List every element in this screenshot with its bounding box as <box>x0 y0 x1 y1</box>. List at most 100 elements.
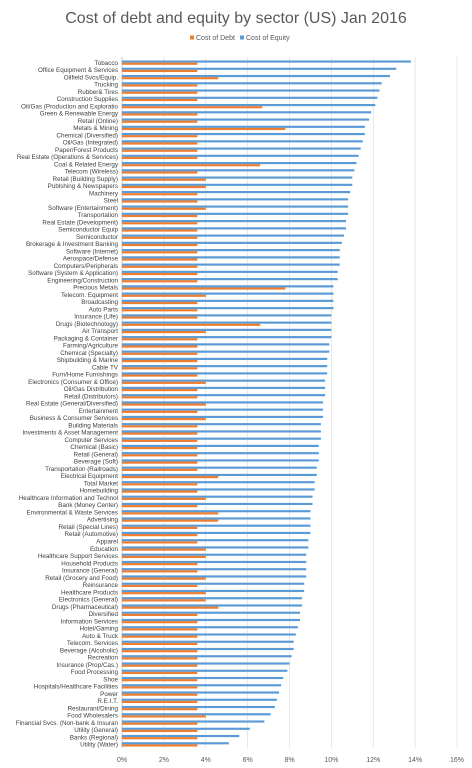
category-label: Retail (Distributors) <box>64 393 118 400</box>
category-label: Semiconductor <box>76 234 118 241</box>
bar-debt <box>122 272 198 276</box>
category-label: Beverage (Soft) <box>74 459 118 466</box>
category-label: Retail (Building Supply) <box>53 176 118 183</box>
category-label: Farming/Agriculture <box>63 343 118 350</box>
bar-equity <box>122 67 397 70</box>
bar-equity <box>122 647 294 651</box>
bar-equity <box>122 720 265 723</box>
bar-equity <box>122 401 323 404</box>
bar-debt <box>122 512 219 515</box>
bar-equity <box>122 343 330 346</box>
category-label: Recreation <box>88 655 119 662</box>
bar-debt <box>122 548 206 551</box>
bar-equity <box>122 618 300 622</box>
category-label: Reinsurance <box>83 582 119 589</box>
bar-debt <box>122 251 198 254</box>
bar-equity <box>122 234 344 237</box>
category-label: Semiconductor Equip <box>58 227 118 234</box>
bar-equity <box>122 241 342 244</box>
category-label: Retail (Online) <box>78 118 118 125</box>
bars <box>122 60 411 747</box>
bar-equity <box>122 531 311 535</box>
bar-equity <box>122 379 326 382</box>
x-tick-label: 14% <box>408 757 422 764</box>
bar-equity <box>122 589 305 593</box>
bar-equity <box>122 524 311 527</box>
bar-debt <box>122 135 198 138</box>
category-label: Building Materials <box>68 422 118 429</box>
bar-debt <box>122 686 198 689</box>
category-label: Broadcasting <box>81 299 118 306</box>
bar-equity <box>122 205 349 208</box>
bar-equity <box>122 140 363 143</box>
category-label: Computers/Peripherals <box>54 263 118 270</box>
bar-equity <box>122 575 307 578</box>
bar-equity <box>122 314 332 317</box>
category-label: Publshing & Newspapers <box>48 183 118 190</box>
bar-equity <box>122 423 321 426</box>
bar-equity <box>122 669 288 672</box>
category-label: Steel <box>104 198 118 205</box>
x-tick-label: 6% <box>243 757 253 764</box>
category-label: Brokerage & Investment Banking <box>26 241 119 248</box>
category-label: Software (Internet) <box>66 248 118 255</box>
bar-debt <box>122 287 286 290</box>
category-label: Investments & Asset Management <box>22 430 118 437</box>
bar-debt <box>122 294 206 297</box>
category-label: Retail (Grocery and Food) <box>45 575 118 582</box>
bar-equity <box>122 742 229 745</box>
category-label: Insurance (Prop/Cas.) <box>56 662 118 669</box>
x-tick-label: 10% <box>324 757 338 764</box>
bar-debt <box>122 461 198 464</box>
bar-debt <box>122 671 198 675</box>
category-label: Environmental & Waste Services <box>27 509 118 516</box>
bar-equity <box>122 161 357 165</box>
category-label: Shipbuilding & Marine <box>57 357 119 364</box>
category-label: Telecom. Services <box>67 640 118 647</box>
bar-debt <box>122 657 198 660</box>
bar-equity <box>122 190 351 194</box>
x-tick-label: 12% <box>366 757 380 764</box>
bar-equity <box>122 96 378 99</box>
category-label: Auto Parts <box>89 306 118 313</box>
bar-debt <box>122 338 198 341</box>
category-label: Insurance (General) <box>62 568 118 575</box>
bar-debt <box>122 737 198 740</box>
bar-equity <box>122 466 317 469</box>
bar-debt <box>122 599 206 602</box>
category-label: Office Equipment & Services <box>38 67 118 74</box>
bar-equity <box>122 691 280 694</box>
category-label: Insurance (Life) <box>74 314 118 321</box>
legend-swatch-equity <box>240 35 244 40</box>
category-label: Information Services <box>61 618 118 625</box>
bar-debt <box>122 650 198 653</box>
bar-equity <box>122 321 332 324</box>
category-label: Cable TV <box>92 364 119 371</box>
x-tick-label: 16% <box>450 757 464 764</box>
bar-debt <box>122 592 206 595</box>
bar-equity <box>122 488 315 491</box>
bar-debt <box>122 106 263 109</box>
bar-debt <box>122 693 198 696</box>
category-label: Entertainment <box>79 408 118 415</box>
bar-equity <box>122 125 365 128</box>
bar-equity <box>122 183 353 186</box>
bar-equity <box>122 103 376 107</box>
category-label: Oil/Gas Distribution <box>64 386 119 393</box>
bar-equity <box>122 727 250 730</box>
category-label: Utility (Water) <box>80 742 118 749</box>
bar-debt <box>122 715 206 718</box>
bar-debt <box>122 367 198 370</box>
bar-debt <box>122 396 198 399</box>
bar-debt <box>122 454 198 457</box>
category-label: Chemical (Diversified) <box>56 132 118 139</box>
bar-debt <box>122 316 198 319</box>
bar-equity <box>122 582 305 585</box>
legend-label-equity: Cost of Equity <box>246 35 290 42</box>
category-label: R.E.I.T. <box>97 698 118 705</box>
bar-debt <box>122 563 198 566</box>
category-label: Oil/Gas (Production and Exploratio <box>21 103 118 110</box>
legend-label-debt: Cost of Debt <box>196 35 235 42</box>
category-label: Food Processing <box>71 669 119 676</box>
